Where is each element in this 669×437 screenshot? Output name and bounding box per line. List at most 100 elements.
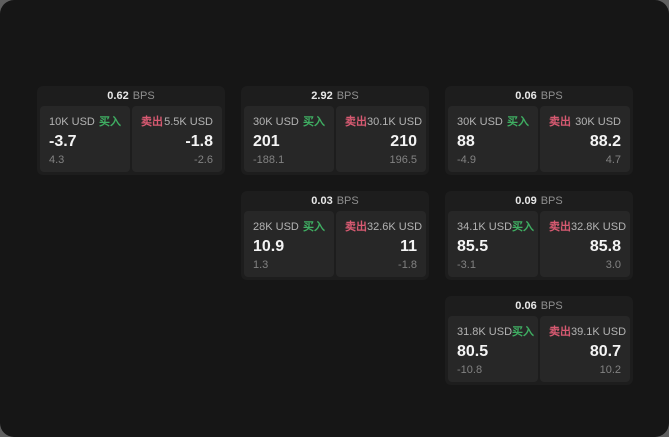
card-body: 34.1K USD 买入 85.5 -3.1 卖出 32.8K USD 85.8… — [448, 211, 630, 277]
sell-side-label: 卖出 — [549, 326, 571, 338]
buy-size-label: 31.8K USD — [457, 326, 513, 338]
sell-size-label: 39.1K USD — [571, 326, 627, 338]
sell-side-label: 卖出 — [345, 221, 367, 233]
quote-card: 2.92 BPS 30K USD 买入 201 -188.1 卖出 30.1K U… — [241, 86, 429, 175]
quote-card: 0.06 BPS 31.8K USD 买入 80.5 -10.8 卖出 39.1K… — [445, 296, 633, 385]
buy-pane[interactable]: 28K USD 买入 10.9 1.3 — [244, 211, 334, 277]
sell-pane-header: 卖出 32.8K USD — [549, 218, 626, 234]
card-header: 0.03 BPS — [241, 191, 429, 211]
sell-pane-header: 卖出 5.5K USD — [141, 113, 213, 129]
buy-pane[interactable]: 31.8K USD 买入 80.5 -10.8 — [448, 316, 538, 382]
sell-change-value: -2.6 — [194, 154, 213, 166]
card-body: 30K USD 买入 88 -4.9 卖出 30K USD 88.2 4.7 — [448, 106, 630, 172]
buy-pane-header: 30K USD 买入 — [253, 113, 325, 129]
bps-value: 0.06 — [515, 300, 537, 312]
sell-pane[interactable]: 卖出 30.1K USD 210 196.5 — [336, 106, 426, 172]
sell-pane-header: 卖出 39.1K USD — [549, 323, 626, 339]
bps-unit-label: BPS — [540, 300, 563, 312]
sell-pane-header: 卖出 30K USD — [549, 113, 621, 129]
quote-card: 0.62 BPS 10K USD 买入 -3.7 4.3 卖出 5.5K USD … — [37, 86, 225, 175]
buy-pane[interactable]: 30K USD 买入 88 -4.9 — [448, 106, 538, 172]
sell-quote-value: 85.8 — [589, 237, 621, 255]
sell-quote-value: -1.8 — [185, 132, 213, 150]
buy-change-value: -188.1 — [253, 154, 285, 166]
buy-size-label: 30K USD — [253, 116, 299, 128]
sell-size-label: 32.8K USD — [571, 221, 627, 233]
sell-change-value: 4.7 — [605, 154, 621, 166]
sell-side-label: 卖出 — [141, 116, 163, 128]
buy-size-label: 34.1K USD — [457, 221, 513, 233]
buy-change-value: -4.9 — [457, 154, 476, 166]
buy-quote-value: 88 — [457, 132, 475, 150]
buy-pane[interactable]: 34.1K USD 买入 85.5 -3.1 — [448, 211, 538, 277]
sell-pane[interactable]: 卖出 32.6K USD 11 -1.8 — [336, 211, 426, 277]
card-header: 2.92 BPS — [241, 86, 429, 106]
sell-quote-value: 210 — [390, 132, 417, 150]
buy-change-value: -10.8 — [457, 364, 483, 376]
buy-pane[interactable]: 10K USD 买入 -3.7 4.3 — [40, 106, 130, 172]
buy-size-label: 30K USD — [457, 116, 503, 128]
sell-change-value: 10.2 — [599, 364, 621, 376]
bps-unit-label: BPS — [132, 90, 155, 102]
sell-pane-header: 卖出 30.1K USD — [345, 113, 422, 129]
card-body: 31.8K USD 买入 80.5 -10.8 卖出 39.1K USD 80.… — [448, 316, 630, 382]
buy-quote-value: 201 — [253, 132, 280, 150]
buy-pane-header: 30K USD 买入 — [457, 113, 529, 129]
buy-side-label: 买入 — [507, 116, 529, 128]
buy-change-value: -3.1 — [457, 259, 476, 271]
bps-value: 0.06 — [515, 90, 537, 102]
buy-quote-value: 85.5 — [457, 237, 489, 255]
sell-pane[interactable]: 卖出 32.8K USD 85.8 3.0 — [540, 211, 630, 277]
buy-side-label: 买入 — [303, 221, 325, 233]
sell-quote-value: 80.7 — [589, 342, 621, 360]
buy-side-label: 买入 — [303, 116, 325, 128]
card-header: 0.06 BPS — [445, 296, 633, 316]
sell-pane[interactable]: 卖出 39.1K USD 80.7 10.2 — [540, 316, 630, 382]
bps-value: 0.03 — [311, 195, 333, 207]
buy-pane-header: 28K USD 买入 — [253, 218, 325, 234]
sell-pane-header: 卖出 32.6K USD — [345, 218, 422, 234]
bps-unit-label: BPS — [336, 195, 359, 207]
sell-size-label: 5.5K USD — [164, 116, 213, 128]
quote-card: 0.06 BPS 30K USD 买入 88 -4.9 卖出 30K USD 88… — [445, 86, 633, 175]
buy-change-value: 1.3 — [253, 259, 269, 271]
quotes-grid: 0.62 BPS 10K USD 买入 -3.7 4.3 卖出 5.5K USD … — [37, 86, 633, 385]
buy-pane[interactable]: 30K USD 买入 201 -188.1 — [244, 106, 334, 172]
bps-unit-label: BPS — [336, 90, 359, 102]
bps-value: 0.62 — [107, 90, 129, 102]
buy-change-value: 4.3 — [49, 154, 65, 166]
sell-size-label: 30.1K USD — [367, 116, 423, 128]
sell-side-label: 卖出 — [345, 116, 367, 128]
bps-unit-label: BPS — [540, 90, 563, 102]
quote-card: 0.03 BPS 28K USD 买入 10.9 1.3 卖出 32.6K USD… — [241, 191, 429, 280]
card-body: 28K USD 买入 10.9 1.3 卖出 32.6K USD 11 -1.8 — [244, 211, 426, 277]
buy-size-label: 28K USD — [253, 221, 299, 233]
card-body: 30K USD 买入 201 -188.1 卖出 30.1K USD 210 1… — [244, 106, 426, 172]
sell-side-label: 卖出 — [549, 221, 571, 233]
sell-size-label: 32.6K USD — [367, 221, 423, 233]
buy-side-label: 买入 — [512, 221, 535, 233]
bps-unit-label: BPS — [540, 195, 563, 207]
sell-pane[interactable]: 卖出 30K USD 88.2 4.7 — [540, 106, 630, 172]
sell-size-label: 30K USD — [575, 116, 621, 128]
sell-change-value: -1.8 — [398, 259, 417, 271]
buy-pane-header: 31.8K USD 买入 — [457, 323, 534, 339]
sell-pane[interactable]: 卖出 5.5K USD -1.8 -2.6 — [132, 106, 222, 172]
card-header: 0.06 BPS — [445, 86, 633, 106]
buy-pane-header: 34.1K USD 买入 — [457, 218, 534, 234]
sell-quote-value: 88.2 — [589, 132, 621, 150]
buy-quote-value: 80.5 — [457, 342, 489, 360]
quote-card: 0.09 BPS 34.1K USD 买入 85.5 -3.1 卖出 32.8K … — [445, 191, 633, 280]
card-header: 0.09 BPS — [445, 191, 633, 211]
sell-side-label: 卖出 — [549, 116, 571, 128]
bps-value: 0.09 — [515, 195, 537, 207]
bps-value: 2.92 — [311, 90, 333, 102]
buy-quote-value: 10.9 — [253, 237, 285, 255]
card-header: 0.62 BPS — [37, 86, 225, 106]
buy-side-label: 买入 — [512, 326, 535, 338]
buy-pane-header: 10K USD 买入 — [49, 113, 121, 129]
card-body: 10K USD 买入 -3.7 4.3 卖出 5.5K USD -1.8 -2.… — [40, 106, 222, 172]
sell-quote-value: 11 — [400, 237, 417, 255]
buy-quote-value: -3.7 — [49, 132, 77, 150]
